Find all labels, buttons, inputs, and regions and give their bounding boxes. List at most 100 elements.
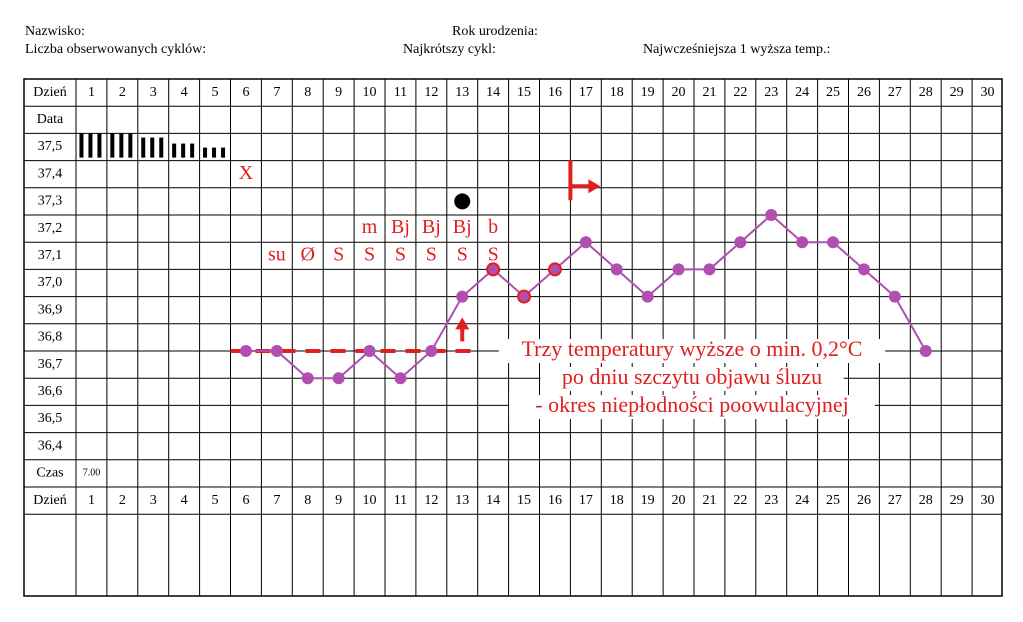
day-number: 9 <box>335 85 342 100</box>
temperature-point <box>394 372 407 385</box>
day-number-bottom: 3 <box>150 493 157 508</box>
x-mark: X <box>239 162 254 184</box>
day-number-bottom: 30 <box>981 493 995 508</box>
temperature-point <box>734 236 747 249</box>
day-number-bottom: 19 <box>641 493 655 508</box>
day-number: 20 <box>672 85 686 100</box>
mucus-symbol: m <box>362 216 378 238</box>
annotation-bg <box>509 395 875 419</box>
day-number: 10 <box>363 85 377 100</box>
temp-row-label: 37,4 <box>38 166 63 181</box>
day-number: 23 <box>764 85 778 100</box>
mucus-symbol: Bj <box>422 216 441 238</box>
period-bar <box>221 147 226 158</box>
day-number: 4 <box>181 85 188 100</box>
mucus-symbol: S <box>457 243 468 265</box>
day-number-bottom: 28 <box>919 493 933 508</box>
temperature-point <box>301 372 314 385</box>
day-number-bottom: 2 <box>119 493 126 508</box>
mucus-symbol: Bj <box>391 216 410 238</box>
day-number: 29 <box>950 85 964 100</box>
temperature-point <box>610 263 623 276</box>
cycles-count-label: Liczba obserwowanych cyklów: <box>25 42 207 57</box>
temperature-point <box>456 290 469 303</box>
temp-row-label: 36,4 <box>38 438 63 453</box>
mucus-symbol: Ø <box>301 243 315 265</box>
date-row-label: Data <box>37 112 64 127</box>
day-number-bottom: 6 <box>242 493 249 508</box>
day-number: 15 <box>517 85 531 100</box>
mucus-symbol: S <box>333 243 344 265</box>
period-bar <box>88 133 93 158</box>
day-number: 18 <box>610 85 624 100</box>
mucus-symbol: S <box>364 243 375 265</box>
day-number: 19 <box>641 85 655 100</box>
day-row-label-bottom: Dzień <box>33 493 66 508</box>
day-number: 2 <box>119 85 126 100</box>
day-number: 17 <box>579 85 593 100</box>
day-number: 8 <box>304 85 311 100</box>
mucus-symbol: S <box>395 243 406 265</box>
day-row-label: Dzień <box>33 85 66 100</box>
day-number-bottom: 1 <box>88 493 95 508</box>
annotation-bg <box>540 367 844 391</box>
temp-row-label: 37,3 <box>38 194 63 209</box>
temperature-point <box>857 263 870 276</box>
period-bar <box>97 133 102 158</box>
day-number-bottom: 15 <box>517 493 531 508</box>
day-number-bottom: 16 <box>548 493 562 508</box>
temperature-point <box>547 262 562 277</box>
mucus-symbol: S <box>426 243 437 265</box>
birth-year-label: Rok urodzenia: <box>452 24 538 39</box>
temperature-point <box>703 263 716 276</box>
temperature-point <box>239 345 252 357</box>
up-arrow-head <box>455 317 470 330</box>
day-number-bottom: 26 <box>857 493 871 508</box>
period-bar <box>172 143 177 158</box>
period-bar <box>190 143 195 158</box>
day-number-bottom: 4 <box>181 493 188 508</box>
day-number: 5 <box>212 85 219 100</box>
temperature-point <box>888 290 901 303</box>
day-number-bottom: 27 <box>888 493 902 508</box>
day-number-bottom: 22 <box>733 493 747 508</box>
surname-label: Nazwisko: <box>25 24 85 39</box>
period-bar <box>181 143 186 158</box>
day-number-bottom: 7 <box>273 493 280 508</box>
mucus-symbol: b <box>488 216 498 238</box>
day-number: 16 <box>548 85 562 100</box>
period-bar <box>159 137 164 158</box>
period-bar <box>119 133 124 158</box>
time-value: 7.00 <box>83 468 101 479</box>
day-number: 1 <box>88 85 95 100</box>
day-number: 26 <box>857 85 871 100</box>
day-number-bottom: 20 <box>672 493 686 508</box>
temperature-point <box>641 290 654 303</box>
day-number-bottom: 10 <box>363 493 377 508</box>
annotation-line: - okres niepłodności poowulacyjnej <box>535 392 848 417</box>
temp-row-label: 36,5 <box>38 411 63 426</box>
day-number-bottom: 24 <box>795 493 809 508</box>
temperature-point <box>425 345 438 357</box>
day-number-bottom: 21 <box>702 493 716 508</box>
day-number: 25 <box>826 85 840 100</box>
day-number: 7 <box>273 85 280 100</box>
day-number-bottom: 11 <box>394 493 407 508</box>
temperature-point <box>919 345 932 357</box>
temperature-point <box>579 236 592 249</box>
shortest-cycle-label: Najkrótszy cykl: <box>403 42 496 57</box>
day-number-bottom: 8 <box>304 493 311 508</box>
day-number-bottom: 14 <box>486 493 500 508</box>
period-bar <box>128 133 133 158</box>
day-number: 22 <box>733 85 747 100</box>
temp-row-label: 37,5 <box>38 139 63 154</box>
day-number: 11 <box>394 85 407 100</box>
mucus-symbol: Bj <box>453 216 472 238</box>
temperature-point <box>796 236 809 249</box>
day-number-bottom: 12 <box>424 493 438 508</box>
day-number-bottom: 13 <box>455 493 469 508</box>
period-bar <box>203 147 208 158</box>
period-bar <box>141 137 146 158</box>
annotation-line: po dniu szczytu objawu śluzu <box>562 364 822 389</box>
